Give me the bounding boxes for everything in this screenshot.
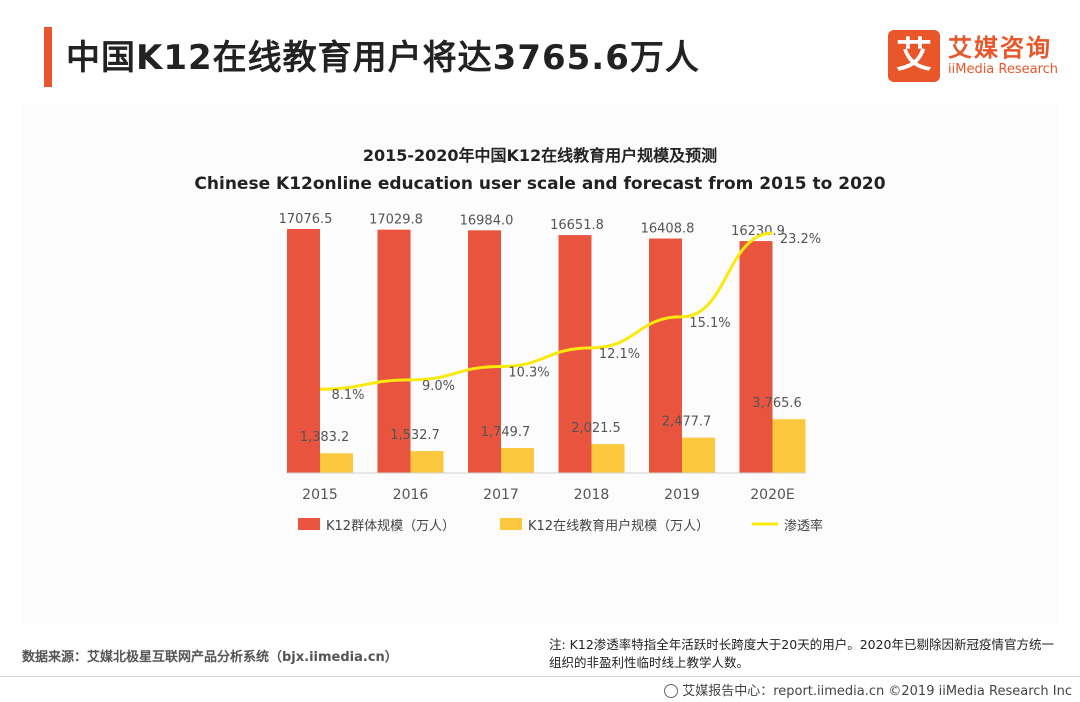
bar-k12-total [468, 230, 501, 473]
footnote: 注: K12渗透率特指全年活跃时长跨度大于20天的用户。2020年已剔除因新冠疫… [549, 637, 1055, 670]
data-source: 数据来源：艾媒北极星互联网产品分析系统（bjx.iimedia.cn） [22, 650, 398, 665]
legend-swatch-k12-online [500, 518, 522, 530]
data-label-k12-total: 16984.0 [460, 213, 514, 228]
bar-k12-total [377, 229, 411, 473]
data-label-k12-total: 16230.9 [731, 224, 785, 239]
legend-label-k12-online: K12在线教育用户规模（万人） [528, 518, 709, 534]
data-label-k12-online: 2,021.5 [571, 421, 621, 436]
globe-icon [664, 684, 679, 698]
data-label-k12-total: 16651.8 [550, 218, 604, 233]
x-tick-label: 2017 [483, 487, 519, 503]
data-label-k12-total: 16408.8 [641, 222, 695, 237]
data-label-k12-online: 1,532.7 [390, 428, 440, 443]
bar-k12-online [320, 453, 353, 473]
bar-k12-online [410, 451, 444, 473]
bar-k12-total [558, 235, 592, 473]
chart-subtitle: Chinese K12online education user scale a… [194, 174, 886, 194]
bar-k12-total [287, 229, 320, 473]
x-tick-label: 2020E [750, 487, 794, 503]
line-penetration-rate [319, 231, 773, 391]
data-label-penetration-rate: 12.1% [599, 347, 640, 362]
footer-divider [0, 676, 1080, 677]
logo-mark: 艾 [888, 30, 940, 82]
x-tick-label: 2015 [302, 487, 338, 503]
page-title: 中国K12在线教育用户将达3765.6万人 [66, 38, 700, 78]
bar-k12-online [682, 437, 715, 473]
chart-panel [22, 104, 1058, 624]
bar-k12-total [739, 241, 773, 473]
bar-k12-online [591, 444, 625, 473]
brand-logo: 艾 艾媒咨询 iiMedia Research [888, 28, 1058, 88]
legend-label-k12-total: K12群体规模（万人） [326, 519, 455, 534]
data-label-k12-online: 3,765.6 [752, 396, 802, 411]
chart-title: 2015-2020年中国K12在线教育用户规模及预测 [362, 146, 718, 165]
data-label-penetration-rate: 8.1% [331, 388, 364, 403]
data-label-k12-total: 17029.8 [369, 213, 423, 228]
data-label-penetration-rate: 9.0% [422, 379, 455, 394]
x-tick-label: 2019 [664, 487, 700, 503]
footer: 艾媒报告中心：report.iimedia.cn ©2019 iiMedia R… [664, 680, 1072, 699]
x-tick-label: 2016 [393, 487, 429, 503]
bar-k12-online [501, 447, 534, 473]
legend-swatch-k12-total [298, 518, 320, 530]
bar-k12-online [772, 419, 806, 473]
data-label-k12-online: 2,477.7 [662, 415, 712, 430]
logo-name-cn: 艾媒咨询 [948, 34, 1052, 62]
data-label-penetration-rate: 23.2% [780, 232, 821, 247]
footer-text: 艾媒报告中心：report.iimedia.cn ©2019 iiMedia R… [682, 684, 1072, 699]
title-accent-bar [44, 27, 52, 87]
logo-name-en: iiMedia Research [948, 62, 1059, 77]
legend-label-penetration-rate: 渗透率 [784, 518, 823, 534]
x-tick-label: 2018 [574, 487, 610, 503]
data-label-penetration-rate: 10.3% [508, 365, 549, 380]
bar-k12-total [649, 238, 682, 473]
data-label-k12-online: 1,749.7 [481, 425, 531, 440]
data-label-k12-online: 1,383.2 [300, 430, 350, 445]
data-label-penetration-rate: 15.1% [689, 316, 730, 331]
data-label-k12-total: 17076.5 [279, 212, 333, 227]
